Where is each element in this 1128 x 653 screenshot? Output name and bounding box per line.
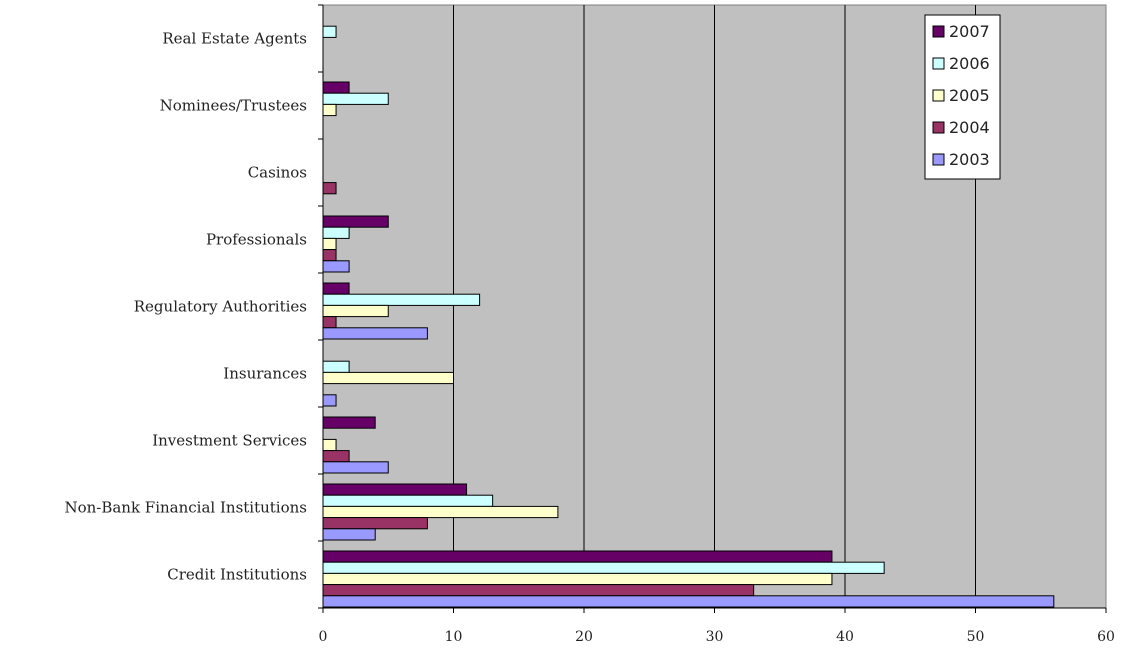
bar-nominees-trustees-2006 — [322, 92, 389, 105]
bar-non-bank-financial-institutions-2006 — [322, 494, 494, 507]
bar-insurances-2006 — [322, 360, 350, 373]
bar-nominees-trustees-2005 — [322, 103, 337, 117]
legend-swatch-2004 — [932, 121, 945, 134]
tick-label-10: 10 — [445, 629, 463, 645]
bar-professionals-2005 — [322, 237, 337, 251]
bar-professionals-2006 — [322, 226, 350, 239]
bar-nominees-trustees-2007 — [322, 81, 350, 94]
tick-label-20: 20 — [575, 629, 593, 645]
category-label-regulatory-authorities: Regulatory Authorities — [134, 298, 307, 316]
category-label-credit-institutions: Credit Institutions — [167, 566, 307, 584]
legend-swatch-2006 — [932, 57, 945, 70]
legend-label-2004: 2004 — [949, 118, 990, 137]
bar-insurances-2003 — [322, 394, 337, 407]
bar-credit-institutions-2006 — [322, 561, 885, 574]
category-label-nominees-trustees: Nominees/Trustees — [160, 97, 307, 115]
legend-swatch-2005 — [932, 89, 945, 102]
tick-label-50: 50 — [967, 629, 985, 645]
category-label-real-estate-agents: Real Estate Agents — [162, 30, 307, 48]
bar-regulatory-authorities-2006 — [322, 293, 481, 306]
bar-credit-institutions-2003 — [322, 595, 1055, 608]
bar-non-bank-financial-institutions-2005 — [322, 505, 559, 519]
tick-label-30: 30 — [706, 629, 724, 645]
category-label-professionals: Professionals — [206, 231, 307, 249]
bar-credit-institutions-2004 — [322, 584, 755, 597]
category-label-non-bank-financial-institutions: Non-Bank Financial Institutions — [64, 499, 307, 517]
bar-professionals-2007 — [322, 215, 389, 228]
category-label-insurances: Insurances — [223, 365, 307, 383]
bar-regulatory-authorities-2005 — [322, 304, 389, 318]
bar-investment-services-2007 — [322, 416, 376, 429]
category-label-casinos: Casinos — [248, 164, 307, 182]
legend-swatch-2007 — [932, 25, 945, 38]
legend-label-2005: 2005 — [949, 86, 990, 105]
bar-non-bank-financial-institutions-2007 — [322, 483, 468, 496]
legend-swatch-2003 — [932, 153, 945, 166]
bar-professionals-2003 — [322, 260, 350, 273]
legend-label-2006: 2006 — [949, 54, 990, 73]
bar-credit-institutions-2005 — [322, 572, 833, 586]
bar-non-bank-financial-institutions-2004 — [322, 517, 428, 530]
bar-professionals-2004 — [322, 249, 337, 262]
value-axis: 0 10 20 30 40 50 60 — [319, 607, 1115, 645]
bar-non-bank-financial-institutions-2003 — [322, 528, 376, 541]
tick-label-40: 40 — [836, 629, 854, 645]
tick-label-0: 0 — [319, 629, 328, 645]
bars — [322, 25, 1055, 608]
category-label-investment-services: Investment Services — [152, 432, 307, 450]
bar-regulatory-authorities-2004 — [322, 316, 337, 329]
legend: 2007 2006 2005 2004 2003 — [924, 14, 1001, 180]
bar-credit-institutions-2007 — [322, 550, 833, 563]
bar-investment-services-2003 — [322, 461, 389, 474]
bar-investment-services-2004 — [322, 450, 350, 463]
bar-investment-services-2005 — [322, 438, 337, 452]
legend-label-2007: 2007 — [949, 22, 990, 41]
bar-casinos-2004 — [322, 182, 337, 195]
tick-label-60: 60 — [1097, 629, 1115, 645]
bar-regulatory-authorities-2007 — [322, 282, 350, 295]
legend-label-2003: 2003 — [949, 150, 990, 169]
bar-insurances-2005 — [322, 371, 454, 385]
bar-regulatory-authorities-2003 — [322, 327, 428, 340]
bar-real-estate-agents-2006 — [322, 25, 337, 38]
category-axis: Real Estate Agents Nominees/Trustees Casin… — [64, 4, 324, 609]
